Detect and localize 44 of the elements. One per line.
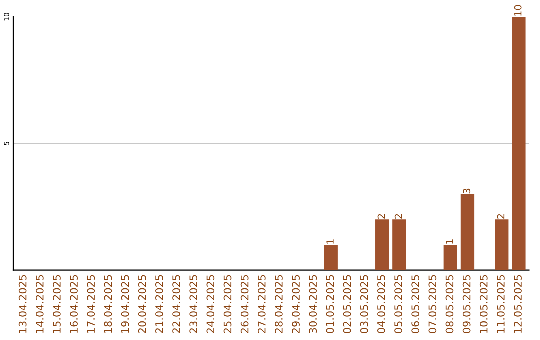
x-tick-label: 10.05.2025 xyxy=(480,275,488,333)
bar xyxy=(460,194,475,270)
x-tick-label: 22.04.2025 xyxy=(172,275,180,334)
data-label: 3 xyxy=(463,188,471,194)
x-tick-label: 02.05.2025 xyxy=(343,275,352,334)
x-tick-label: 20.04.2025 xyxy=(138,275,146,334)
x-tick-label: 08.05.2025 xyxy=(446,275,454,334)
bar xyxy=(324,244,338,270)
bar xyxy=(376,220,390,270)
x-tick-label: 28.04.2025 xyxy=(275,275,283,334)
x-tick-label: 15.04.2025 xyxy=(53,275,61,333)
bar xyxy=(512,17,526,270)
bar xyxy=(392,220,406,270)
x-tick-label: 12.05.2025 xyxy=(514,275,522,333)
x-tick-label: 27.04.2025 xyxy=(258,275,266,334)
x-tick-label: 23.04.2025 xyxy=(190,275,198,334)
x-tick-label: 09.05.2025 xyxy=(462,275,471,334)
data-label: 10 xyxy=(514,5,522,16)
data-label: 1 xyxy=(326,240,334,244)
x-tick-label: 30.04.2025 xyxy=(309,275,318,334)
x-tick-label: 05.05.2025 xyxy=(394,275,402,334)
x-tick-label: 16.04.2025 xyxy=(70,275,78,333)
data-label: 2 xyxy=(497,214,505,219)
x-tick-label: 03.05.2025 xyxy=(360,275,368,334)
x-tick-label: 01.05.2025 xyxy=(326,275,334,334)
x-tick-label: 06.05.2025 xyxy=(412,275,420,334)
x-tick-label: 19.04.2025 xyxy=(121,275,130,333)
x-tick-label: 24.04.2025 xyxy=(206,275,215,334)
data-label: 1 xyxy=(446,240,454,244)
x-tick-label: 25.04.2025 xyxy=(224,275,232,334)
x-tick-label: 13.04.2025 xyxy=(18,275,27,333)
bar xyxy=(444,244,458,270)
x-tick-label: 11.05.2025 xyxy=(497,275,505,333)
x-tick-label: 29.04.2025 xyxy=(292,275,300,334)
x-tick-label: 04.05.2025 xyxy=(377,275,386,334)
x-tick-label: 14.04.2025 xyxy=(36,275,44,333)
data-label: 2 xyxy=(378,214,386,219)
x-tick-label: 18.04.2025 xyxy=(104,275,112,333)
x-tick-label: 17.04.2025 xyxy=(87,275,96,333)
x-tick-label: 21.04.2025 xyxy=(156,275,164,334)
x-tick-label: 26.04.2025 xyxy=(240,275,249,334)
data-label: 2 xyxy=(394,214,402,219)
x-tick-label: 07.05.2025 xyxy=(428,275,437,334)
bar xyxy=(495,220,509,270)
